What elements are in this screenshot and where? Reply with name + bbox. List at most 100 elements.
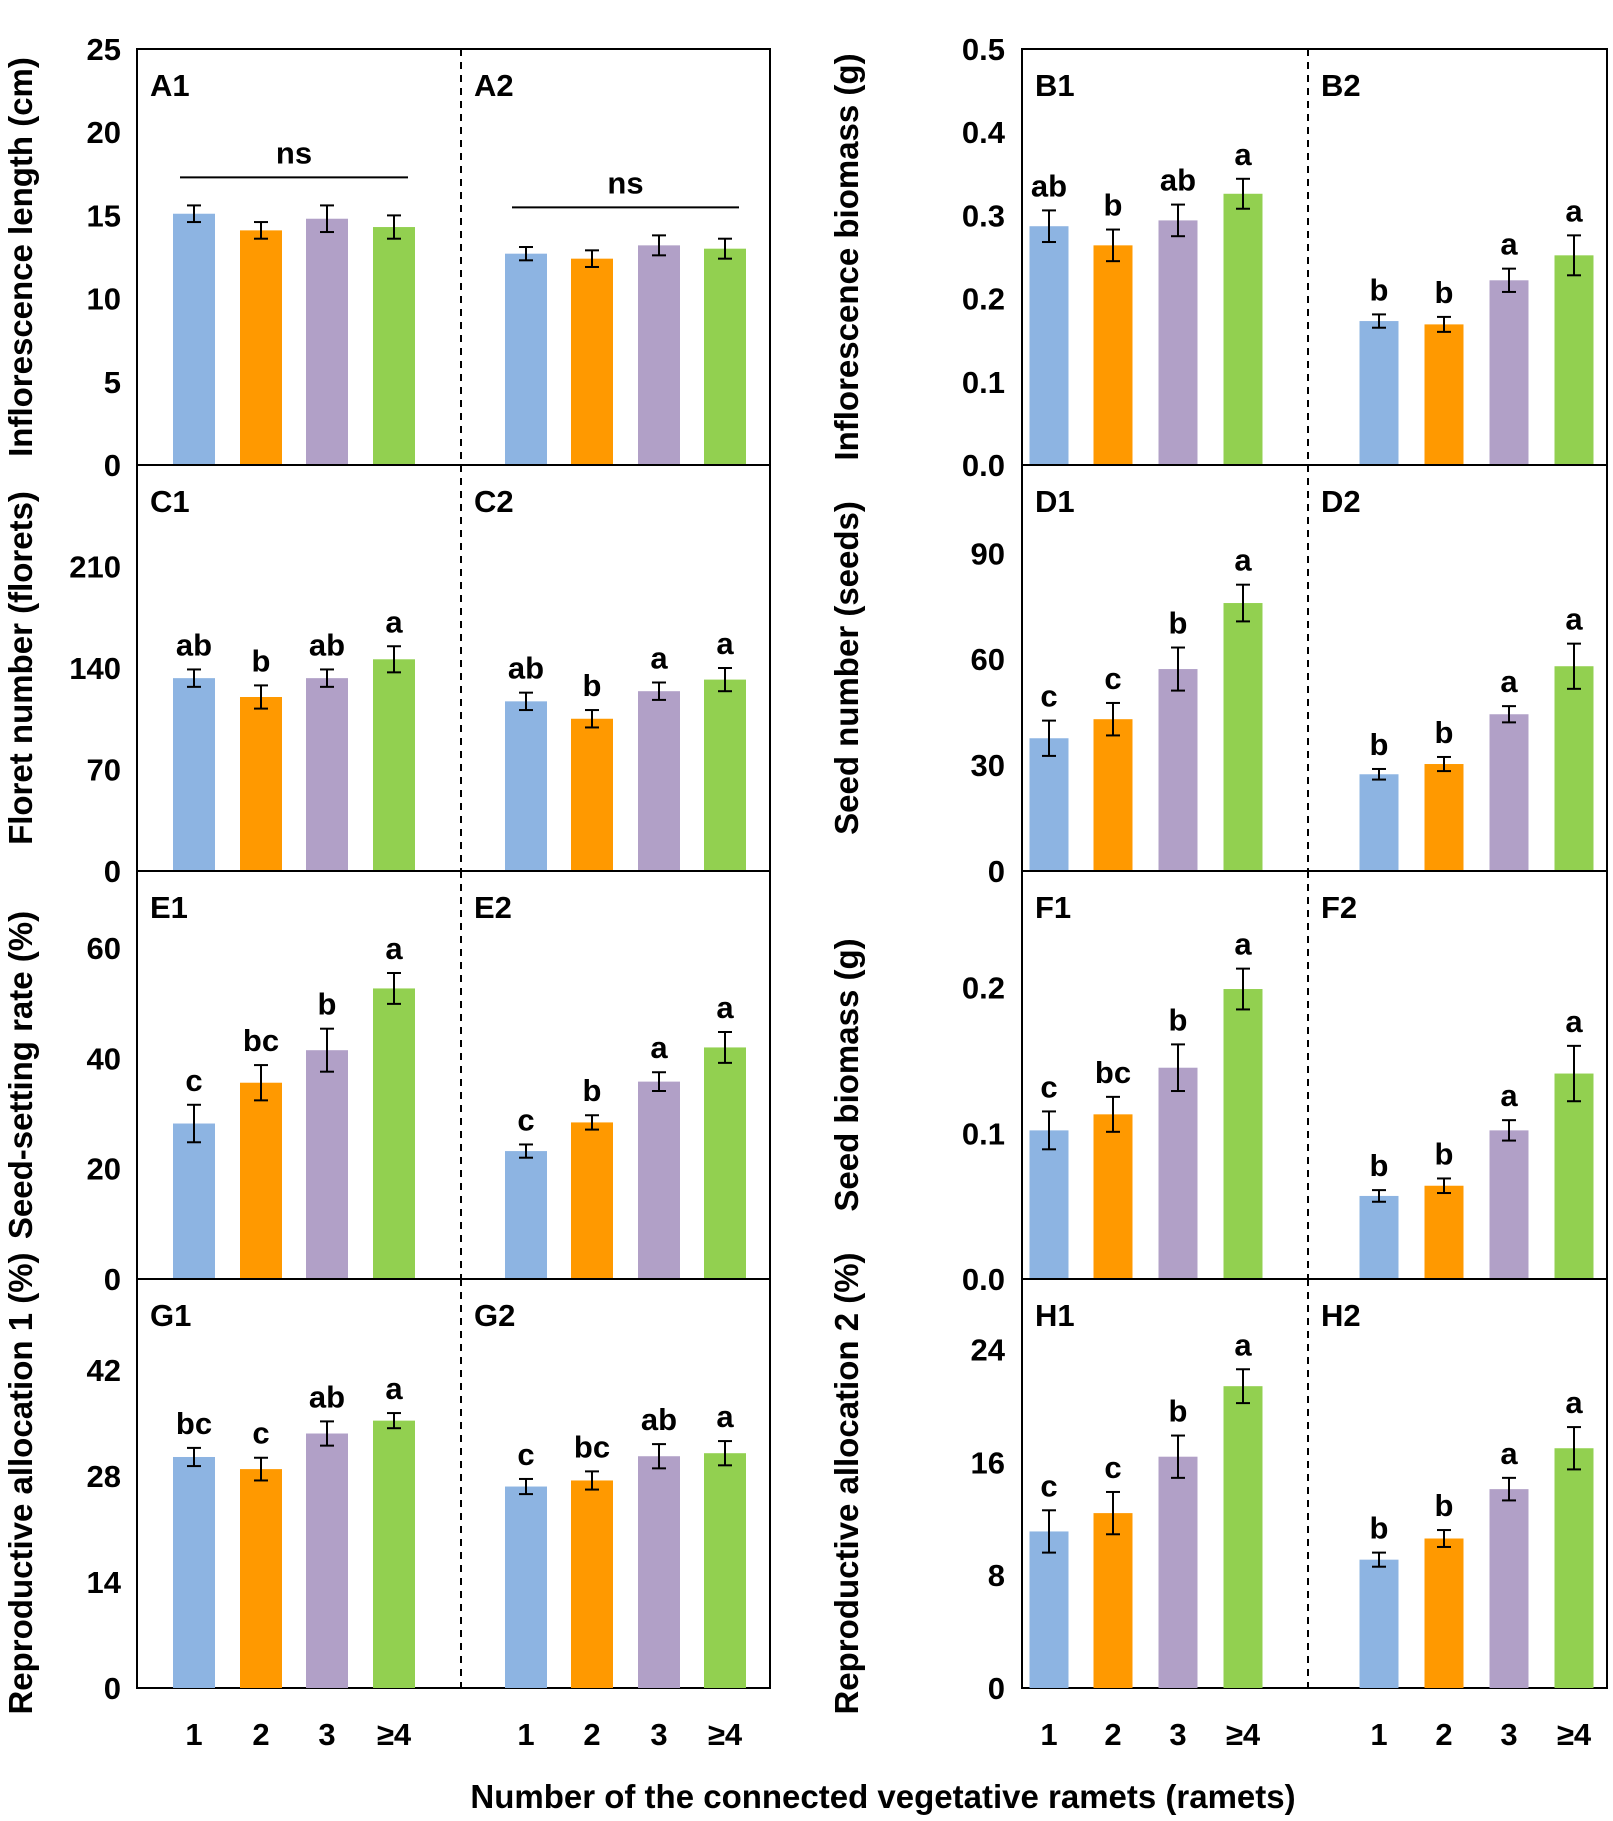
significance-letter: c <box>185 1063 202 1098</box>
significance-letter: a <box>1565 1004 1583 1039</box>
bar <box>1554 1448 1594 1688</box>
panel-label: E2 <box>474 890 512 925</box>
y-tick-label: 0.2 <box>962 971 1005 1006</box>
panel-label: D2 <box>1321 484 1361 519</box>
bar <box>1093 719 1133 871</box>
y-tick-label: 0.1 <box>962 365 1005 400</box>
significance-letter: a <box>1234 137 1252 172</box>
bar <box>1359 1559 1399 1688</box>
bar <box>306 678 348 871</box>
y-tick-label: 20 <box>87 1152 121 1187</box>
significance-letter: b <box>583 1073 602 1108</box>
ns-label: ns <box>607 165 643 200</box>
significance-letter: b <box>1435 715 1454 750</box>
bar <box>1158 1456 1198 1688</box>
y-tick-label: 25 <box>87 32 121 67</box>
y-tick-label: 210 <box>69 550 121 585</box>
bar <box>1554 255 1594 465</box>
panel-label: D1 <box>1035 484 1075 519</box>
significance-letter: b <box>1370 1148 1389 1183</box>
significance-letter: b <box>1104 188 1123 223</box>
y-axis-title: Inflorescence biomass (g) <box>828 53 865 460</box>
x-tick-label: 3 <box>1500 1717 1517 1752</box>
y-tick-label: 0 <box>988 854 1005 889</box>
significance-letter: a <box>385 1371 403 1406</box>
bar <box>704 679 746 871</box>
significance-letter: bc <box>243 1023 279 1058</box>
bar <box>373 227 415 465</box>
bar <box>704 248 746 465</box>
x-tick-label: 2 <box>583 1717 600 1752</box>
significance-letter: a <box>1234 1327 1252 1362</box>
significance-letter: b <box>252 643 271 678</box>
significance-letter: c <box>1104 661 1121 696</box>
bar <box>1093 1513 1133 1688</box>
y-axis-title: Floret number (florets) <box>2 491 39 845</box>
bar <box>1489 280 1529 465</box>
y-tick-label: 140 <box>69 651 121 686</box>
significance-letter: ab <box>1160 163 1196 198</box>
bar <box>1359 321 1399 465</box>
bar <box>1489 714 1529 871</box>
significance-letter: b <box>1435 275 1454 310</box>
significance-letter: a <box>1234 927 1252 962</box>
bar <box>173 213 215 465</box>
bar <box>240 1469 282 1688</box>
x-tick-label: 2 <box>252 1717 269 1752</box>
y-tick-label: 0.3 <box>962 198 1005 233</box>
x-tick-label: 1 <box>185 1717 202 1752</box>
bar <box>1029 738 1069 871</box>
y-tick-label: 70 <box>87 753 121 788</box>
significance-letter: b <box>1169 1002 1188 1037</box>
y-tick-label: 15 <box>87 198 121 233</box>
significance-letter: a <box>1500 1436 1518 1471</box>
x-tick-label: 3 <box>650 1717 667 1752</box>
y-axis-title: Seed-setting rate (%) <box>2 911 39 1239</box>
significance-letter: b <box>1169 1394 1188 1429</box>
significance-letter: a <box>1234 543 1252 578</box>
significance-letter: bc <box>1095 1055 1131 1090</box>
bar <box>571 1480 613 1688</box>
bar <box>306 218 348 465</box>
x-tick-label: ≥4 <box>708 1717 743 1752</box>
bar <box>1223 603 1263 871</box>
bar <box>1359 1195 1399 1279</box>
bar <box>505 253 547 465</box>
y-axis-title: Reproductive allocation 1 (%) <box>2 1252 39 1714</box>
bar <box>1223 193 1263 465</box>
y-tick-label: 30 <box>971 748 1005 783</box>
significance-letter: a <box>1565 1385 1583 1420</box>
significance-letter: c <box>1040 679 1057 714</box>
panel-label: A2 <box>474 68 514 103</box>
significance-letter: c <box>517 1102 534 1137</box>
y-axis-title: Seed number (seeds) <box>828 501 865 835</box>
bar <box>373 1420 415 1688</box>
bar <box>571 1122 613 1279</box>
bar <box>1093 245 1133 465</box>
x-tick-label: 1 <box>517 1717 534 1752</box>
y-axis-title: Reproductive allocation 2 (%) <box>828 1252 865 1714</box>
panel-label: A1 <box>150 68 190 103</box>
y-axis-title: Inflorescence length (cm) <box>2 57 39 457</box>
panel-label: H1 <box>1035 1298 1075 1333</box>
panel-label: B2 <box>1321 68 1361 103</box>
bar <box>373 988 415 1279</box>
significance-letter: c <box>517 1437 534 1472</box>
y-tick-label: 60 <box>87 931 121 966</box>
significance-letter: c <box>1104 1450 1121 1485</box>
bar <box>1223 1386 1263 1688</box>
bar <box>240 230 282 465</box>
bar <box>1554 666 1594 871</box>
x-tick-label: 2 <box>1435 1717 1452 1752</box>
y-tick-label: 14 <box>87 1565 122 1600</box>
panel-label: F2 <box>1321 890 1357 925</box>
significance-letter: b <box>1370 1511 1389 1546</box>
y-tick-label: 0 <box>104 1671 121 1706</box>
bar <box>240 697 282 871</box>
bar <box>173 678 215 871</box>
significance-letter: b <box>1435 1136 1454 1171</box>
x-tick-label: 3 <box>318 1717 335 1752</box>
significance-letter: a <box>385 604 403 639</box>
bar <box>240 1082 282 1279</box>
